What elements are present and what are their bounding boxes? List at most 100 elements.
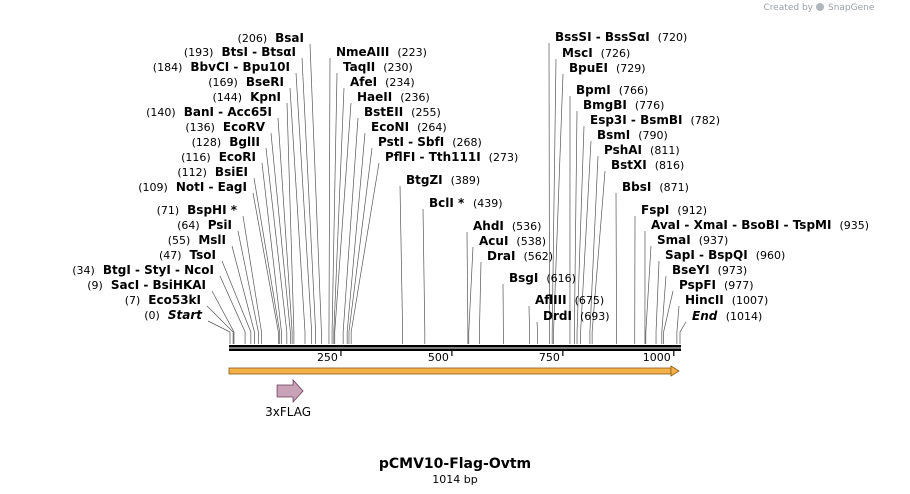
site-position: (616) bbox=[546, 272, 576, 285]
site-label: BseRI (169) bbox=[208, 75, 284, 89]
site-leader bbox=[342, 117, 359, 344]
site-name: PspFI bbox=[679, 278, 716, 292]
site-position: (1014) bbox=[726, 310, 763, 323]
snapgene-logo-icon bbox=[816, 3, 824, 11]
site-label: BtgZI (389) bbox=[406, 173, 480, 187]
site-label: BsgI (616) bbox=[509, 271, 576, 285]
site-label: BclI * (439) bbox=[429, 196, 503, 210]
site-label: AhdI (536) bbox=[473, 219, 541, 233]
site-leader bbox=[301, 57, 317, 344]
ruler-tick-label: 1000 bbox=[643, 351, 671, 364]
site-leader bbox=[277, 117, 293, 344]
site-position: (116) bbox=[181, 151, 211, 164]
site-name: BseYI bbox=[672, 263, 710, 277]
site-leader bbox=[615, 192, 617, 344]
site-position: (169) bbox=[208, 76, 238, 89]
site-label: BtgI - StyI - NcoI (34) bbox=[72, 263, 214, 277]
site-label: BglII (128) bbox=[192, 135, 260, 149]
site-position: (264) bbox=[417, 121, 447, 134]
site-leader bbox=[663, 290, 674, 344]
site-label: BspHI * (71) bbox=[157, 203, 238, 217]
site-leader bbox=[466, 231, 469, 344]
site-position: (675) bbox=[575, 294, 605, 307]
orf-arrow bbox=[228, 365, 680, 377]
site-name: BtsI - BtsαI bbox=[221, 45, 296, 59]
site-position: (268) bbox=[452, 136, 482, 149]
site-position: (729) bbox=[616, 62, 646, 75]
site-position: (782) bbox=[690, 114, 720, 127]
site-name: BbsI bbox=[622, 180, 651, 194]
site-leader bbox=[468, 246, 474, 344]
site-name: BseRI bbox=[246, 75, 284, 89]
site-name: TaqII bbox=[343, 60, 375, 74]
site-name: BmgBI bbox=[583, 98, 627, 112]
site-position: (109) bbox=[138, 181, 168, 194]
site-position: (230) bbox=[383, 61, 413, 74]
site-name: EcoRV bbox=[223, 120, 266, 134]
site-leader bbox=[237, 230, 259, 344]
site-label: TsoI (47) bbox=[159, 248, 216, 262]
site-name: End bbox=[692, 309, 718, 323]
site-position: (206) bbox=[238, 32, 268, 45]
backbone-top-strand bbox=[229, 345, 681, 348]
site-label: Start (0) bbox=[144, 308, 203, 322]
site-leader bbox=[309, 43, 322, 344]
site-label: EcoNI (264) bbox=[371, 120, 447, 134]
site-name: BsmI bbox=[597, 128, 630, 142]
site-name: AvaI - XmaI - BsoBI - TspMI bbox=[651, 218, 831, 232]
site-position: (193) bbox=[184, 46, 214, 59]
site-position: (536) bbox=[512, 220, 542, 233]
site-label: End (1014) bbox=[692, 309, 762, 323]
site-leader bbox=[676, 305, 680, 344]
site-name: BssSI - BssSαI bbox=[555, 30, 650, 44]
site-leader bbox=[333, 87, 345, 344]
site-name: BpmI bbox=[576, 83, 611, 97]
site-name: AflIII bbox=[535, 293, 567, 307]
site-name: BpuEI bbox=[569, 61, 608, 75]
site-label: BbvCI - Bpu10I (184) bbox=[153, 60, 290, 74]
site-label: KpnI (144) bbox=[213, 90, 282, 104]
site-name: BspHI * bbox=[187, 203, 238, 217]
site-name: HincII bbox=[685, 293, 724, 307]
site-name: BtgI - StyI - NcoI bbox=[103, 263, 214, 277]
site-position: (140) bbox=[146, 106, 176, 119]
site-position: (55) bbox=[168, 234, 191, 247]
site-position: (71) bbox=[157, 204, 180, 217]
site-label: MscI (726) bbox=[562, 46, 630, 60]
site-name: NotI - EagI bbox=[176, 180, 247, 194]
site-label: SmaI (937) bbox=[657, 233, 728, 247]
site-label: BbsI (871) bbox=[622, 180, 689, 194]
site-position: (112) bbox=[177, 166, 207, 179]
site-position: (776) bbox=[635, 99, 665, 112]
backbone-bottom-strand bbox=[229, 348, 681, 351]
site-leader bbox=[270, 132, 291, 344]
site-label: Eco53kI (7) bbox=[125, 293, 201, 307]
site-leader bbox=[295, 72, 313, 344]
site-labels: Start(0)Eco53kI(7)SacI - BsiHKAI(9)BtgI … bbox=[72, 30, 869, 323]
site-leader bbox=[591, 170, 606, 344]
site-label: Esp3I - BsmBI (782) bbox=[590, 113, 720, 127]
ruler-tick-label: 750 bbox=[539, 351, 560, 364]
site-leader bbox=[422, 208, 426, 344]
site-label: BseYI (973) bbox=[672, 263, 747, 277]
site-position: (128) bbox=[192, 136, 222, 149]
snapgene-credit: Created by SnapGene bbox=[763, 3, 875, 13]
site-name: SacI - BsiHKAI bbox=[111, 278, 206, 292]
site-leader bbox=[399, 185, 403, 344]
site-name: MscI bbox=[562, 46, 593, 60]
site-position: (9) bbox=[87, 279, 103, 292]
site-label: BstXI (816) bbox=[611, 158, 684, 172]
site-position: (7) bbox=[125, 294, 141, 307]
site-label: EcoRV (136) bbox=[185, 120, 265, 134]
site-label: FspI (912) bbox=[641, 203, 707, 217]
site-name: PsiI bbox=[208, 218, 232, 232]
ruler: 250 500 750 1000 bbox=[317, 350, 675, 364]
map-length: 1014 bp bbox=[432, 473, 477, 486]
site-leader-lines bbox=[206, 42, 687, 344]
site-name: PstI - SbfI bbox=[378, 135, 444, 149]
site-leader bbox=[574, 110, 578, 344]
site-position: (977) bbox=[724, 279, 754, 292]
site-label: PflFI - Tth111I (273) bbox=[385, 150, 518, 164]
site-label: EcoRI (116) bbox=[181, 150, 256, 164]
